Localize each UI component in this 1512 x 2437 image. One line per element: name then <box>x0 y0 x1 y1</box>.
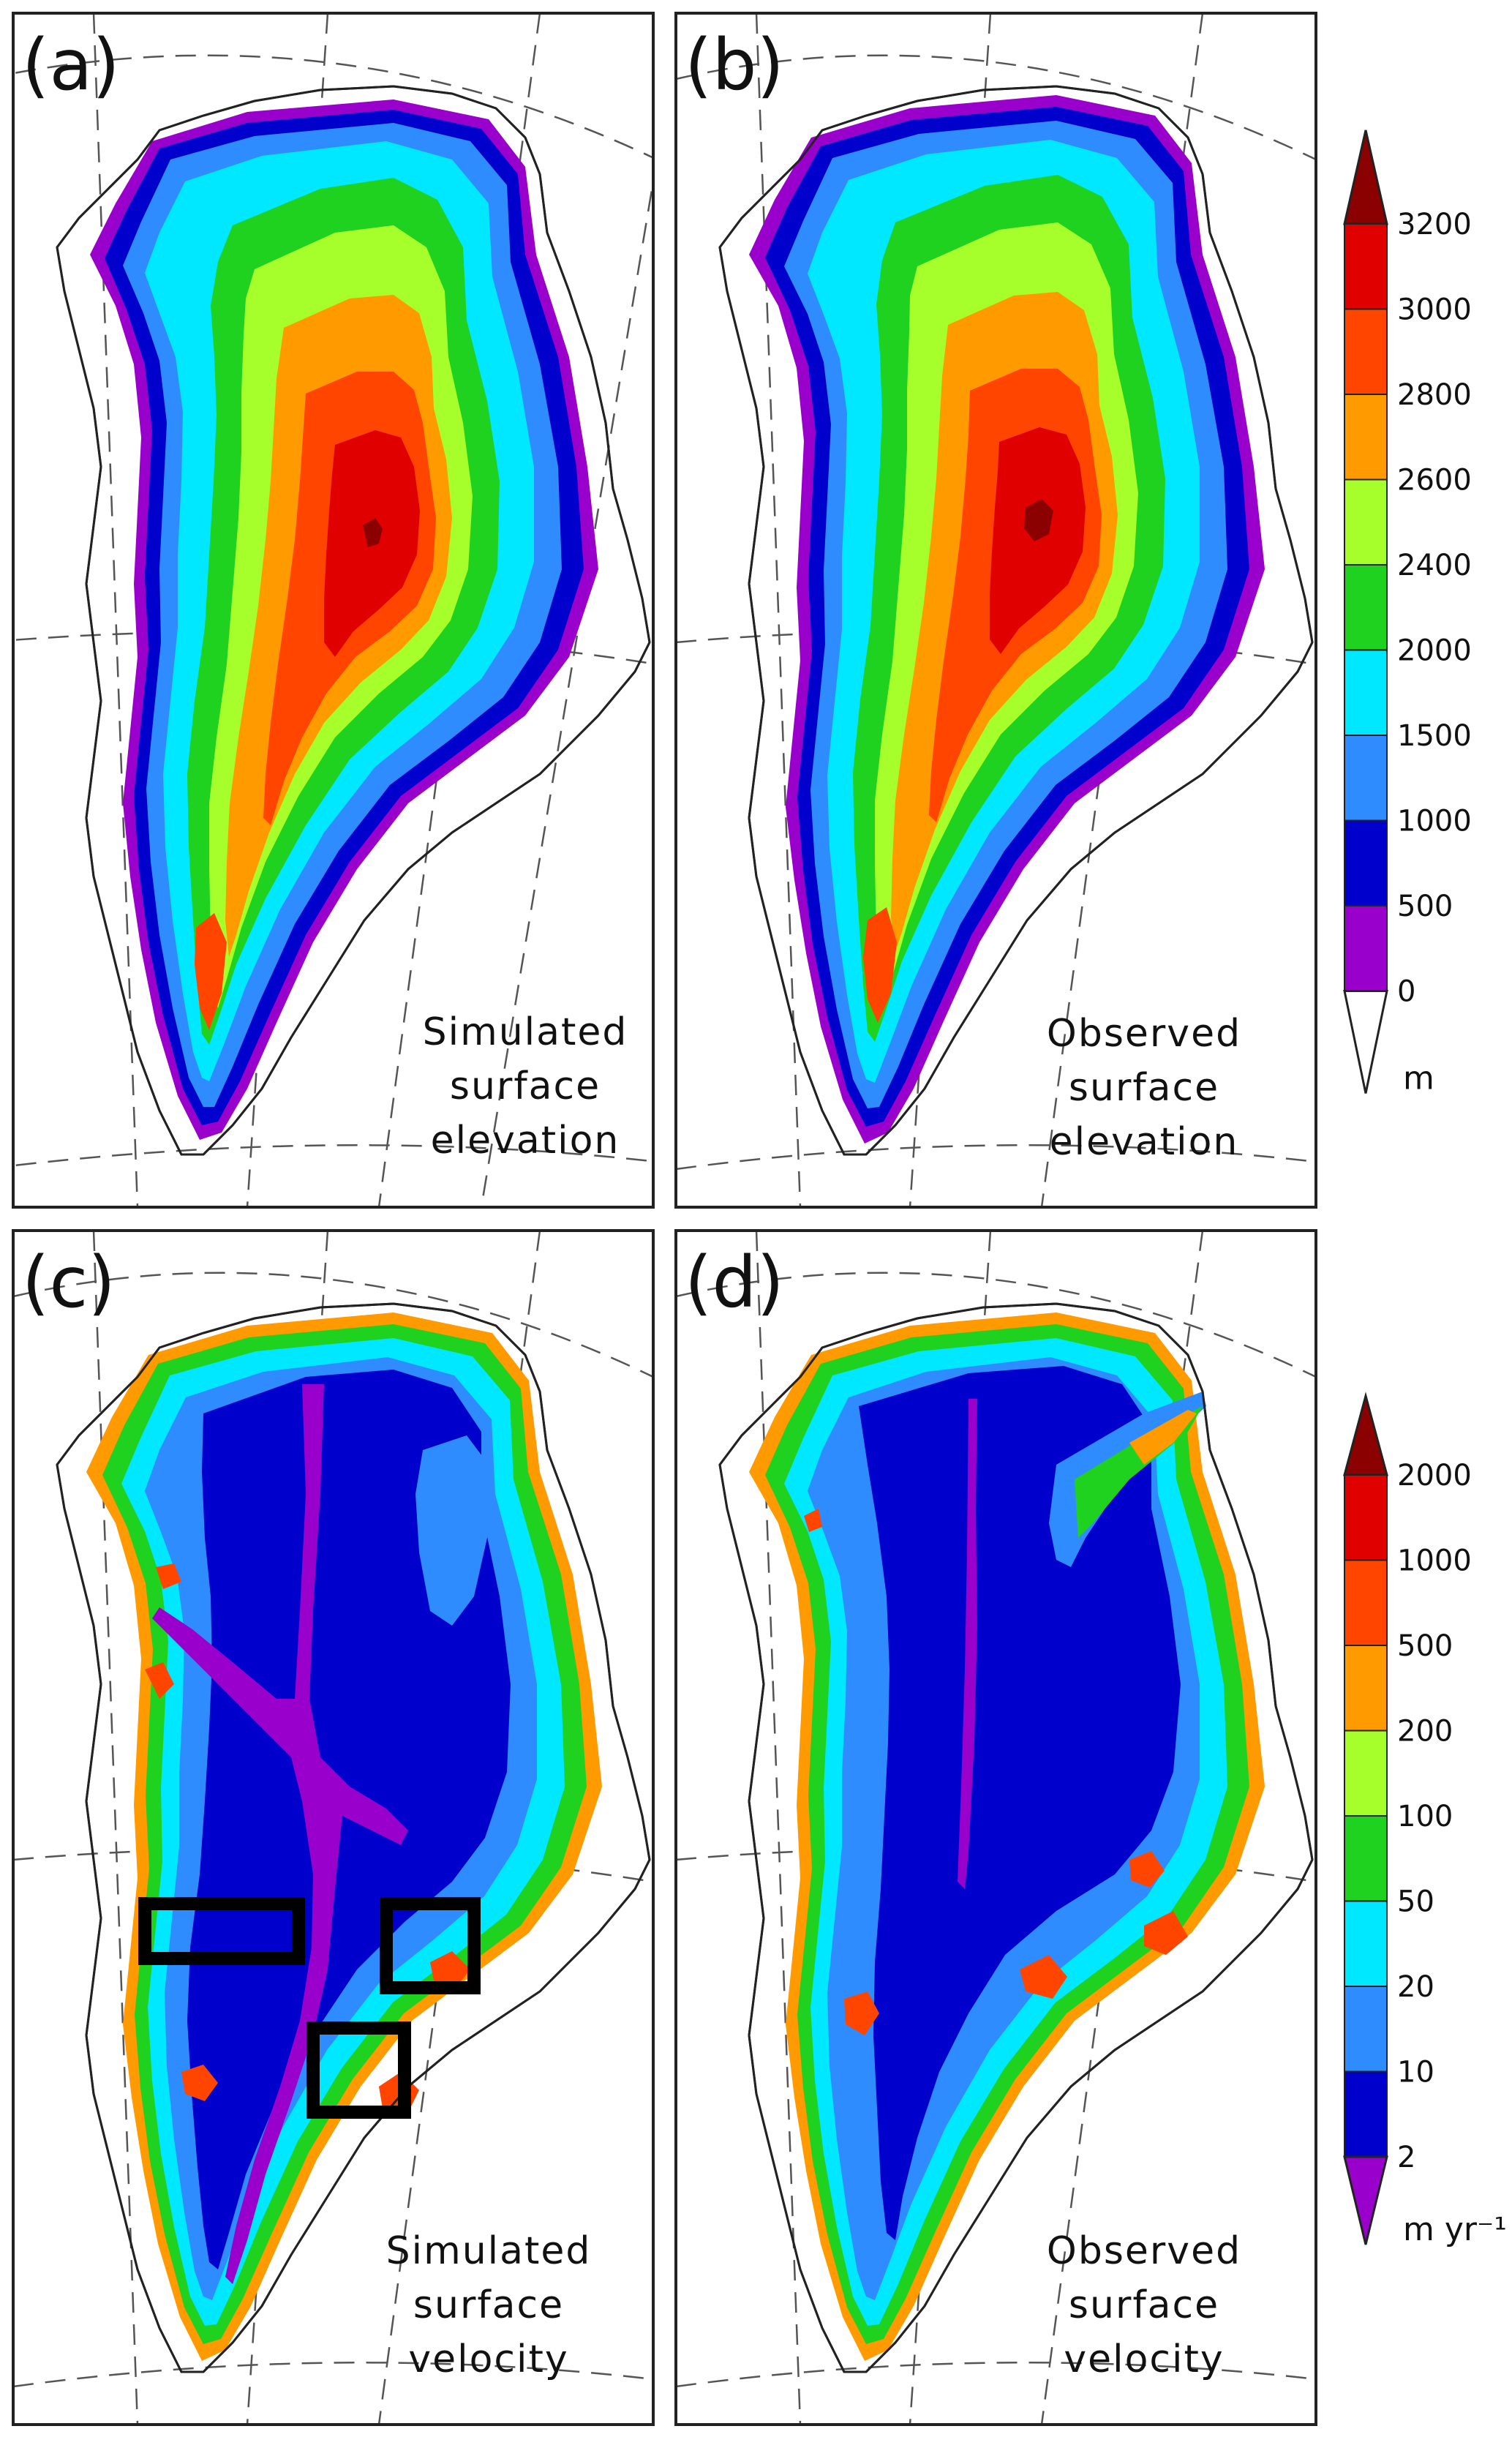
colorbar-segment <box>1344 1900 1388 1987</box>
colorbar-tick-label: 2000 <box>1397 634 1472 668</box>
colorbar-segment <box>1344 1645 1388 1732</box>
colorbar-tick-label: 2600 <box>1397 464 1472 497</box>
colorbar-bottom-arrow <box>1343 990 1388 1094</box>
colorbar-segment <box>1344 564 1388 651</box>
panel-label: (d) <box>685 1242 784 1323</box>
caption-line-1: Simulated <box>423 1010 628 1054</box>
panel-a: (a) Simulated surface elevation <box>12 12 655 1209</box>
panel-label: (b) <box>685 24 784 106</box>
elevation-field <box>56 85 651 1156</box>
caption-line-1: Simulated <box>386 2229 592 2273</box>
colorbar-tick-label: 1000 <box>1397 1544 1472 1578</box>
panel-frame <box>674 1229 1317 2426</box>
panel-frame <box>12 1229 655 2426</box>
panel-d: (d) Observed surface velocity <box>674 1229 1317 2426</box>
colorbar-tick-label: 500 <box>1397 890 1453 923</box>
colorbar-segment <box>1344 1474 1388 1561</box>
colorbar-tick-label: 2800 <box>1397 378 1472 412</box>
colorbar-segment <box>1344 394 1388 481</box>
panel-label: (c) <box>22 1242 116 1323</box>
panel-frame <box>12 12 655 1209</box>
panel-c: (c) Simulated surface velocity <box>12 1229 655 2426</box>
colorbar-segment <box>1344 1986 1388 2073</box>
focus-box-south <box>306 2021 411 2119</box>
caption-line-2: surface <box>450 1064 601 1108</box>
caption-line-3: elevation <box>431 1119 620 1163</box>
colorbar-tick-label: 20 <box>1397 1970 1434 2004</box>
colorbar-tick-label: 50 <box>1397 1885 1434 1919</box>
caption-line-1: Observed <box>1047 1012 1241 1056</box>
caption-line-1: Observed <box>1047 2229 1241 2273</box>
colorbar-top-arrow <box>1343 129 1388 225</box>
colorbar-segment <box>1344 1559 1388 1646</box>
caption-line-2: surface <box>1069 1066 1219 1110</box>
colorbar-elevation: 3200 3000 2800 2600 2400 2000 1500 1000 500 0 m <box>1343 129 1472 1097</box>
caption-line-2: surface <box>413 2283 564 2327</box>
caption-line-3: velocity <box>1064 2338 1224 2381</box>
colorbar-velocity: 2000 1000 500 200 100 50 20 10 2 m yr⁻¹ <box>1343 1392 1507 2248</box>
colorbar-tick-label: 0 <box>1397 975 1415 1009</box>
colorbar-unit: m yr⁻¹ <box>1403 2211 1507 2248</box>
colorbar-tick-label: 2400 <box>1397 549 1472 582</box>
focus-box-east <box>380 1897 481 1994</box>
colorbar-segment <box>1344 735 1388 822</box>
colorbar-top-arrow <box>1343 1392 1388 1476</box>
colorbar-segment <box>1344 2070 1388 2158</box>
colorbar-unit: m <box>1403 1060 1434 1097</box>
colorbar-segment <box>1344 649 1388 736</box>
colorbar-tick-label: 10 <box>1397 2056 1434 2089</box>
colorbar-tick-label: 500 <box>1397 1629 1453 1663</box>
colorbar-segment <box>1344 819 1388 906</box>
velocity-field <box>56 1302 651 2373</box>
colorbar-bottom-arrow <box>1343 2155 1388 2245</box>
panel-b: (b) Observed surface elevation <box>674 12 1317 1209</box>
focus-box-west <box>138 1897 305 1965</box>
caption-line-3: elevation <box>1050 1120 1239 1164</box>
panel-label: (a) <box>22 24 120 106</box>
colorbar-segment <box>1344 223 1388 310</box>
elevation-field <box>718 85 1314 1156</box>
colorbar-tick-label: 1500 <box>1397 719 1472 753</box>
colorbar-segment <box>1344 308 1388 395</box>
colorbar-segment <box>1344 478 1388 566</box>
colorbar-segment <box>1344 1730 1388 1817</box>
colorbar-tick-label: 200 <box>1397 1715 1453 1749</box>
colorbar-tick-label: 3200 <box>1397 208 1472 241</box>
colorbar-tick-label: 2000 <box>1397 1459 1472 1492</box>
caption-line-3: velocity <box>408 2338 568 2381</box>
colorbar-segment <box>1344 1815 1388 1902</box>
colorbar-segment <box>1344 905 1388 992</box>
panel-frame <box>674 12 1317 1209</box>
colorbar-tick-label: 2 <box>1397 2141 1415 2174</box>
velocity-field <box>718 1302 1314 2373</box>
colorbar-tick-label: 3000 <box>1397 293 1472 327</box>
colorbar-tick-label: 100 <box>1397 1800 1453 1833</box>
colorbar-tick-label: 1000 <box>1397 805 1472 838</box>
caption-line-2: surface <box>1069 2283 1219 2327</box>
